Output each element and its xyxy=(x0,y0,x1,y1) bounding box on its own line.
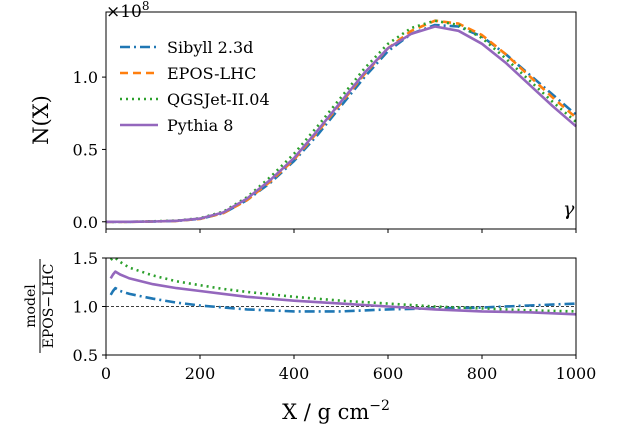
bottom-y-axis-label: model EPOS−LHC xyxy=(23,259,57,353)
series-line-pythia-8 xyxy=(106,25,577,224)
ratio-numerator: model xyxy=(23,284,39,328)
ratio-denominator: EPOS−LHC xyxy=(41,264,57,349)
bottom-axes-frame xyxy=(105,257,577,356)
top-multiplier: ×108 xyxy=(106,0,150,22)
y-tick-label: 0.5 xyxy=(73,346,98,365)
y-tick-label: 1.0 xyxy=(73,68,98,87)
legend: Sibyll 2.3d EPOS-LHC QGSJet-II.04 Pythia 8 xyxy=(120,38,270,135)
bottom-panel: 0.5 1.0 1.5 0 200 400 600 800 1000 model EPOS−L… xyxy=(23,249,596,424)
legend-label-sibyll-2-3d: Sibyll 2.3d xyxy=(167,38,253,57)
x-axis-label: X / g cm−2 xyxy=(282,398,390,424)
top-series-lines xyxy=(106,19,577,224)
bottom-y-ticks: 0.5 1.0 1.5 xyxy=(73,249,106,365)
x-tick-label: 1000 xyxy=(556,364,597,383)
top-y-axis-label: N(X) xyxy=(29,95,53,145)
x-tick-label: 600 xyxy=(373,364,404,383)
legend-label-epos-lhc: EPOS-LHC xyxy=(167,64,256,83)
x-tick-label: 0 xyxy=(101,364,111,383)
x-tick-label: 400 xyxy=(279,364,310,383)
top-y-ticks: 0.0 0.5 1.0 xyxy=(73,68,106,232)
y-tick-label: 0.5 xyxy=(73,140,98,159)
bottom-x-ticks: 0 200 400 600 800 1000 xyxy=(101,355,596,383)
legend-label-pythia-8: Pythia 8 xyxy=(167,116,233,135)
y-tick-label: 1.5 xyxy=(73,249,98,268)
x-tick-label: 200 xyxy=(185,364,216,383)
top-axes-frame xyxy=(105,11,577,230)
top-x-ticks xyxy=(105,229,577,233)
top-panel: 0.0 0.5 1.0 ×108 N(X) γ Sibyll 2.3d EPOS-LH… xyxy=(29,0,577,233)
y-tick-label: 1.0 xyxy=(73,298,98,317)
x-tick-label: 800 xyxy=(467,364,498,383)
gamma-annotation: γ xyxy=(563,198,575,220)
bottom-series-lines xyxy=(109,256,577,316)
legend-label-qgsjet-ii-04: QGSJet-II.04 xyxy=(167,90,270,109)
y-tick-label: 0.0 xyxy=(73,213,98,232)
series-line-sibyll-2-3d xyxy=(109,286,577,313)
series-line-pythia-8 xyxy=(109,270,577,316)
